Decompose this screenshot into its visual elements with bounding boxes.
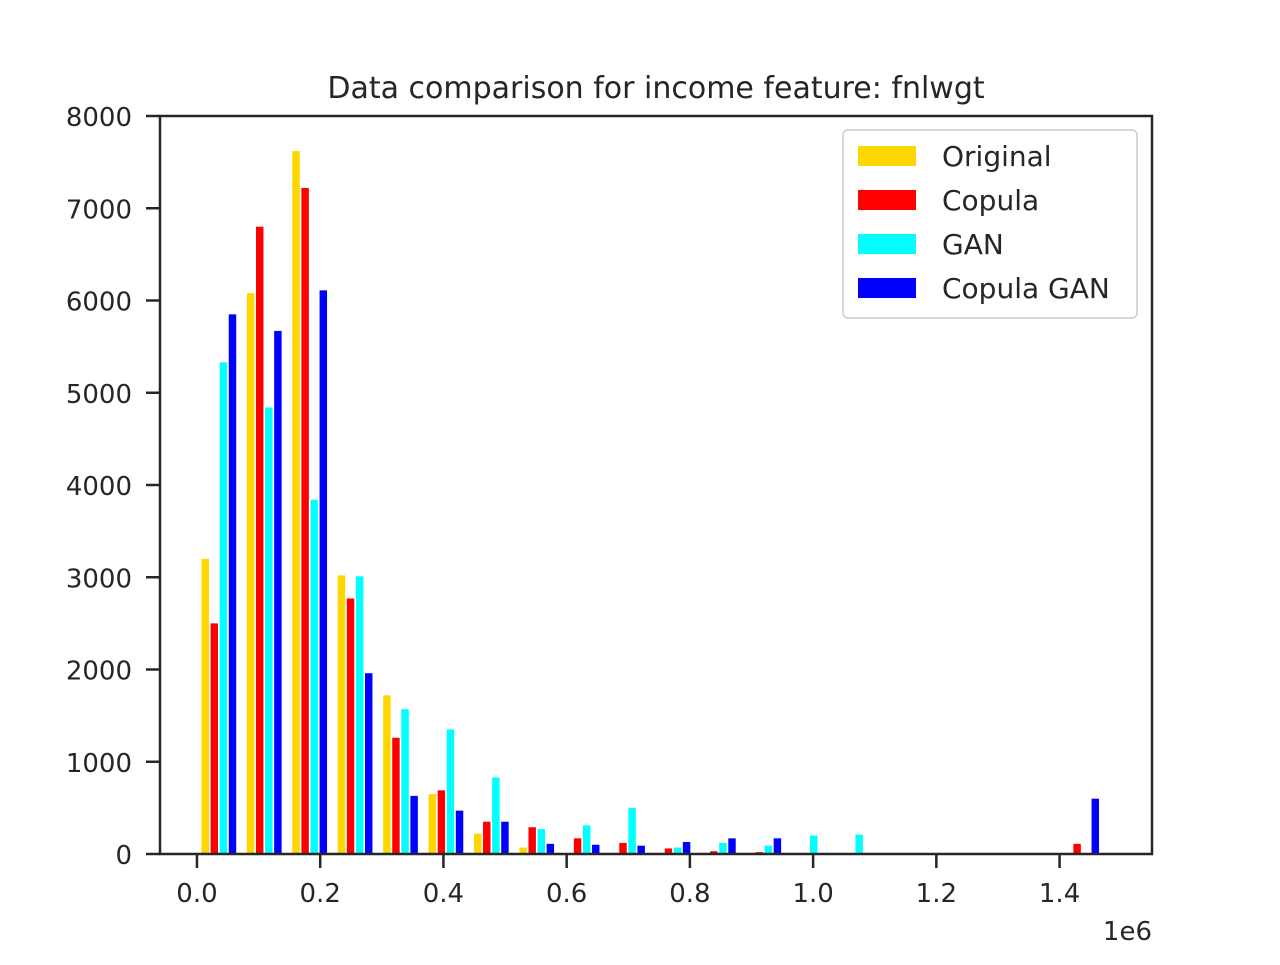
bar-copula xyxy=(301,187,309,854)
bar-gan xyxy=(492,777,500,854)
bar-gan xyxy=(446,729,455,854)
bar-copula xyxy=(437,790,446,854)
x-tick-label: 1.4 xyxy=(1039,879,1080,909)
bar-copula xyxy=(619,842,627,854)
y-tick-label: 1000 xyxy=(66,749,132,779)
bars-group xyxy=(201,151,1099,855)
bar-gan xyxy=(401,709,409,854)
y-tick-label: 4000 xyxy=(66,472,132,502)
legend-swatch xyxy=(858,234,916,254)
y-tick-label: 7000 xyxy=(66,195,132,225)
bar-original xyxy=(337,575,346,854)
bar-original xyxy=(428,794,437,854)
bar-original xyxy=(201,558,209,854)
y-tick-label: 0 xyxy=(115,841,132,871)
bar-copula xyxy=(1073,843,1081,854)
bar-gan xyxy=(719,842,727,854)
x-tick-label: 0.4 xyxy=(423,879,464,909)
legend-label: Copula xyxy=(942,184,1039,217)
bar-copula xyxy=(346,598,355,854)
bar-copula-gan xyxy=(637,845,645,854)
bar-copula-gan xyxy=(410,795,418,854)
legend-label: GAN xyxy=(942,228,1004,261)
x-tick-label: 1.0 xyxy=(792,879,833,909)
bar-gan xyxy=(628,807,636,855)
bar-original xyxy=(519,847,527,854)
bar-copula-gan xyxy=(364,673,373,854)
y-tick-label: 3000 xyxy=(66,564,132,594)
bar-gan xyxy=(265,407,273,854)
bar-copula-gan xyxy=(319,290,328,855)
bar-original xyxy=(246,293,255,854)
legend-swatch xyxy=(858,278,916,298)
bar-gan xyxy=(219,362,228,854)
x-tick-label: 0.8 xyxy=(669,879,710,909)
bar-original xyxy=(383,695,391,854)
x-offset-label: 1e6 xyxy=(1103,917,1152,947)
y-tick-label: 6000 xyxy=(66,288,132,318)
bar-original xyxy=(473,833,482,854)
bar-copula-gan xyxy=(228,314,237,855)
legend-frame xyxy=(842,129,1138,319)
bar-copula-gan xyxy=(682,842,691,854)
y-tick-label: 2000 xyxy=(66,657,132,687)
bar-copula-gan xyxy=(592,844,600,854)
bar-copula xyxy=(392,737,400,854)
x-tick-label: 0.0 xyxy=(176,879,217,909)
x-tick-label: 0.2 xyxy=(300,879,341,909)
bar-gan xyxy=(355,576,364,854)
legend-swatch xyxy=(858,190,916,210)
bar-copula-gan xyxy=(546,843,555,854)
bar-copula-gan xyxy=(773,838,782,854)
bar-copula-gan xyxy=(728,838,736,854)
x-tick-label: 1.2 xyxy=(916,879,957,909)
legend-swatch xyxy=(858,146,916,166)
bar-copula xyxy=(573,838,582,854)
legend: Original Copula GAN Copula GAN xyxy=(842,129,1138,319)
bar-gan xyxy=(810,835,818,854)
bar-copula xyxy=(256,226,264,854)
x-tick-label: 0.6 xyxy=(546,879,587,909)
x-axis: 0.0 0.2 0.4 0.6 0.8 1.0 1.2 1.4 xyxy=(176,854,1080,909)
bar-gan xyxy=(310,499,318,854)
chart-title: Data comparison for income feature: fnlw… xyxy=(327,71,985,106)
bar-gan xyxy=(673,847,682,854)
y-axis: 0 1000 2000 3000 4000 5000 6000 7000 8000 xyxy=(66,103,160,871)
bar-copula xyxy=(528,827,536,854)
legend-label: Copula GAN xyxy=(942,272,1110,305)
bar-copula xyxy=(210,623,219,855)
bar-gan xyxy=(537,829,545,854)
y-tick-label: 5000 xyxy=(66,380,132,410)
bar-copula-gan xyxy=(455,810,464,854)
bar-copula xyxy=(483,821,491,854)
bar-copula-gan xyxy=(1091,798,1099,854)
bar-gan xyxy=(764,845,773,854)
bar-copula-gan xyxy=(274,330,282,854)
bar-copula xyxy=(710,851,718,854)
bar-gan xyxy=(855,834,863,854)
bar-copula-gan xyxy=(501,821,509,854)
bar-original xyxy=(292,151,300,855)
bar-gan xyxy=(582,825,591,854)
bar-copula xyxy=(664,848,673,854)
legend-label: Original xyxy=(942,140,1052,173)
y-tick-label: 8000 xyxy=(66,103,132,133)
